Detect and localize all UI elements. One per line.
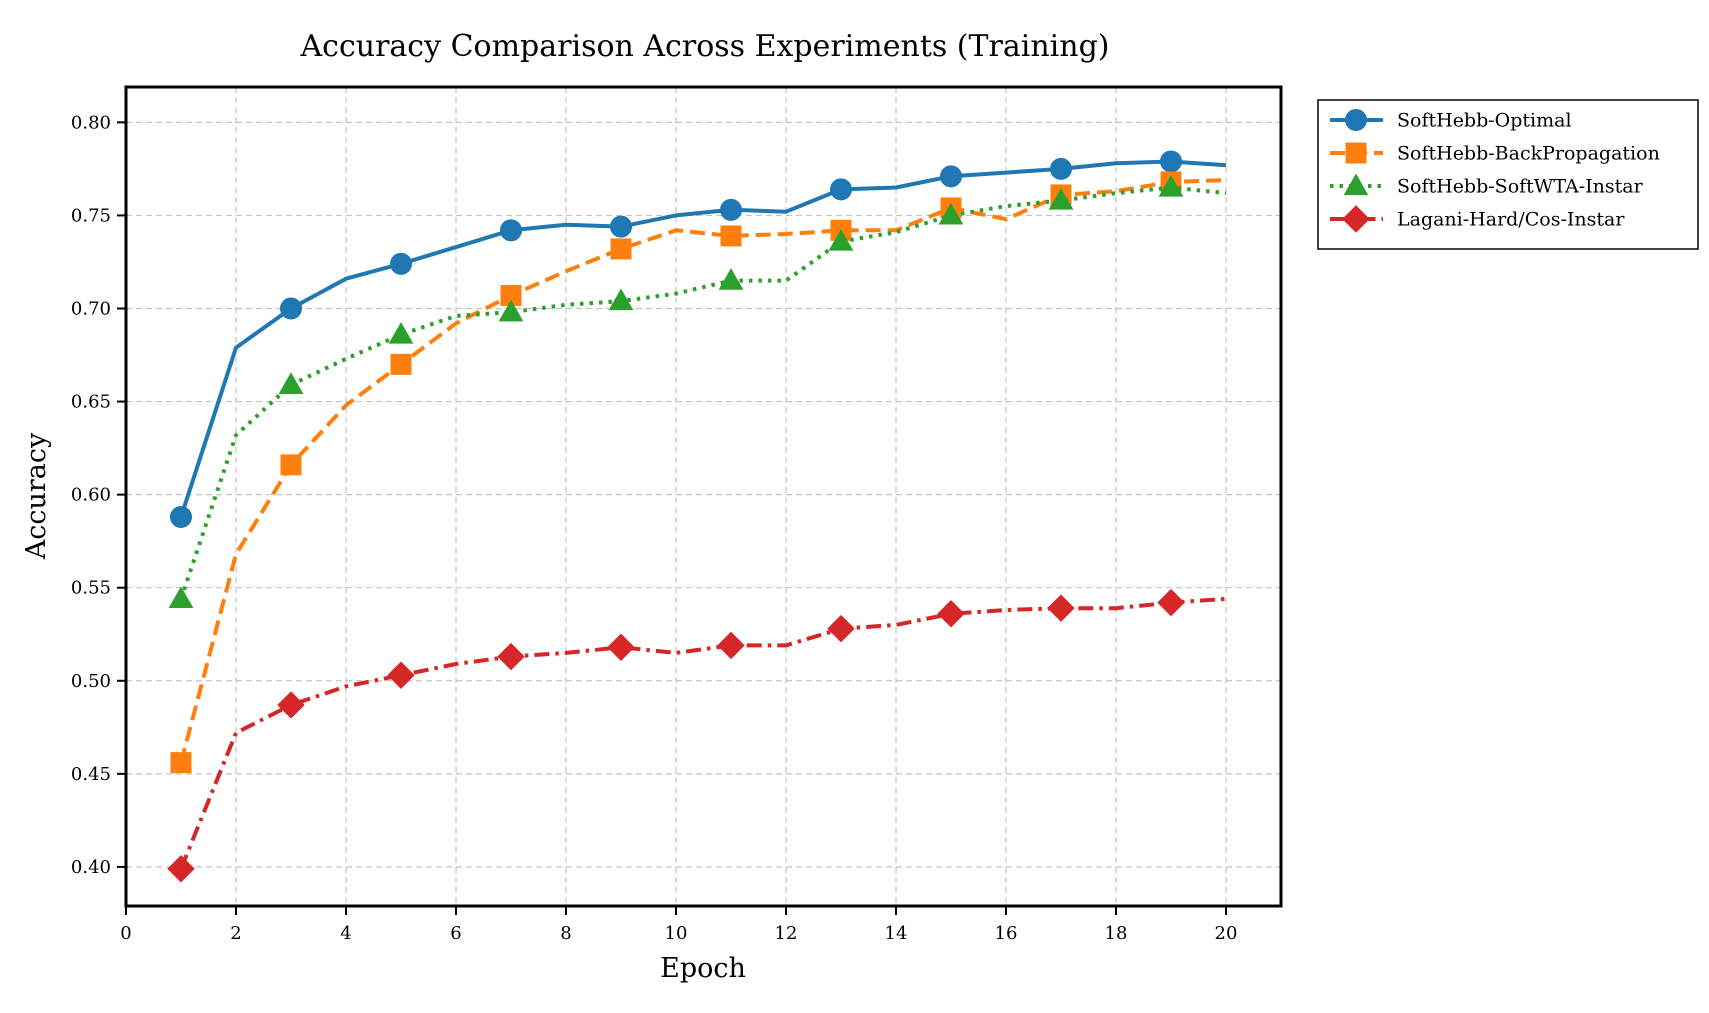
y-tick-label: 0.80 [71,112,111,133]
x-tick-label: 4 [340,923,351,944]
data-point [168,586,194,608]
data-point [170,505,192,528]
data-point [1157,588,1185,617]
data-point [940,165,962,188]
legend-box [1317,99,1699,250]
series-line [179,178,1227,764]
x-tick-label: 6 [450,923,461,944]
legend: SoftHebb-Optimal SoftHebb-BackPropagation… [1317,99,1699,250]
data-point [1048,188,1074,210]
data-point [500,219,522,242]
y-tick-label: 0.50 [71,671,111,692]
chart-title: Accuracy Comparison Across Experiments (… [299,29,1109,64]
legend-item: SoftHebb-BackPropagation [1330,142,1660,165]
data-point [390,252,412,275]
series-lagani-hard-cos-instar [167,588,1227,883]
x-tick-label: 16 [995,923,1018,944]
data-point [167,855,195,883]
data-point [830,178,852,201]
data-point [717,631,745,660]
data-point [608,288,634,311]
legend-item: Lagani-Hard/Cos-Instar [1330,205,1625,233]
legend-label: SoftHebb-SoftWTA-Instar [1397,176,1644,198]
x-tick-label: 10 [665,923,688,944]
x-tick-label: 20 [1215,923,1238,944]
legend-marker [1343,173,1369,196]
x-tick-label: 12 [775,923,798,944]
grid [126,87,1281,906]
series-line [179,159,1227,518]
data-point [720,198,742,221]
y-axis-label: Accuracy [21,432,52,560]
data-point [390,353,412,375]
data-point [720,225,742,247]
y-tick-label: 0.45 [71,764,111,785]
series-line [179,185,1227,600]
series-softhebb-optimal [170,150,1227,528]
legend-label: SoftHebb-Optimal [1397,110,1572,132]
plot-series [167,150,1227,883]
data-point [388,322,414,344]
data-point [610,238,632,260]
data-point [827,614,855,643]
data-point [937,600,965,628]
data-point [1160,150,1182,173]
data-point [498,299,524,322]
legend-marker [1345,109,1367,131]
data-point [828,228,854,251]
data-point [280,454,302,476]
data-point [1158,175,1184,197]
data-point [170,752,192,774]
series-softhebb-softwta-instar [168,175,1227,608]
x-tick-label: 18 [1105,923,1128,944]
legend-marker [1342,205,1370,233]
data-point [278,372,304,394]
x-axis-label: Epoch [660,953,746,984]
data-point [1047,594,1075,622]
series-softhebb-backpropagation [170,171,1227,774]
legend-item: SoftHebb-Optimal [1330,109,1572,132]
data-point [1050,157,1072,180]
data-point [280,297,302,320]
data-point [938,202,964,225]
y-tick-label: 0.60 [71,485,111,506]
legend-label: Lagani-Hard/Cos-Instar [1397,209,1625,231]
y-axis-ticks: 0.40 0.45 0.50 0.55 0.60 0.65 0.70 0.75 0.80 [71,112,126,878]
data-point [497,642,525,671]
x-tick-label: 14 [885,923,908,944]
data-point [277,691,305,719]
data-point [607,633,635,661]
legend-item: SoftHebb-SoftWTA-Instar [1330,173,1644,198]
legend-label: SoftHebb-BackPropagation [1397,143,1660,165]
data-point [610,215,632,238]
y-tick-label: 0.65 [71,392,111,413]
series-line [179,596,1227,870]
plot-area-frame [124,85,1283,908]
y-tick-label: 0.70 [71,299,111,320]
x-axis-ticks: 0 2 4 6 8 10 12 14 16 18 20 [120,906,1237,944]
x-tick-label: 2 [230,923,241,944]
y-tick-label: 0.75 [71,205,111,226]
legend-marker [1345,142,1367,164]
x-tick-label: 0 [120,923,131,944]
y-tick-label: 0.55 [71,578,111,599]
data-point [387,661,415,689]
y-tick-label: 0.40 [71,857,111,878]
x-tick-label: 8 [560,923,571,944]
data-point [718,268,744,290]
